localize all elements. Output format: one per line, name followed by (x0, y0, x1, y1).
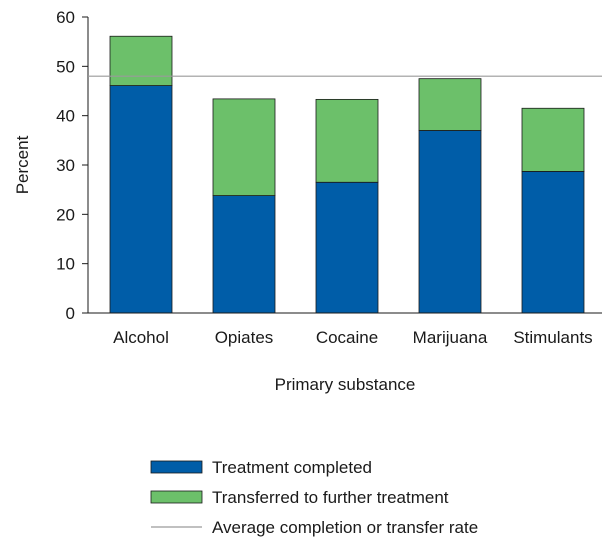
bar-stimulants-series-1 (521, 107, 585, 172)
bar-alcohol-series-1 (109, 35, 173, 86)
y-axis-title: Percent (13, 135, 32, 194)
x-tick-label: Marijuana (413, 328, 488, 347)
bar-cocaine-series-1 (315, 98, 379, 183)
bar-marijuana-series-1 (418, 78, 482, 131)
x-tick-label: Alcohol (113, 328, 169, 347)
bar-opiates-series-1 (212, 98, 276, 196)
y-tick-label: 20 (56, 205, 75, 224)
axes-layer (82, 16, 602, 314)
x-tick-label: Opiates (215, 328, 274, 347)
y-tick-label: 40 (56, 107, 75, 126)
y-axis-title-group: Percent (13, 135, 32, 194)
y-tick-label: 10 (56, 255, 75, 274)
y-tick-label: 30 (56, 156, 75, 175)
bar-marijuana-series-0 (418, 130, 482, 314)
y-tick-label: 60 (56, 8, 75, 27)
legend-label: Transferred to further treatment (212, 488, 449, 507)
legend-label-reference: Average completion or transfer rate (212, 518, 478, 537)
legend-swatch (150, 490, 203, 504)
y-tick-label: 0 (66, 304, 75, 323)
x-axis-title: Primary substance (275, 375, 416, 394)
bar-cocaine-series-0 (315, 181, 379, 314)
legend-swatch (150, 460, 203, 474)
bar-alcohol-series-0 (109, 85, 173, 314)
y-tick-label: 50 (56, 57, 75, 76)
legend: Treatment completed Transferred to furthe… (150, 458, 478, 537)
x-tick-label: Cocaine (316, 328, 378, 347)
bars-layer (109, 35, 585, 314)
bar-stimulants-series-0 (521, 171, 585, 314)
x-tick-label: Stimulants (513, 328, 592, 347)
labels-layer: Alcohol Opiates Cocaine Marijuana Stimulants… (56, 8, 593, 347)
legend-label: Treatment completed (212, 458, 372, 477)
bar-opiates-series-0 (212, 195, 276, 314)
